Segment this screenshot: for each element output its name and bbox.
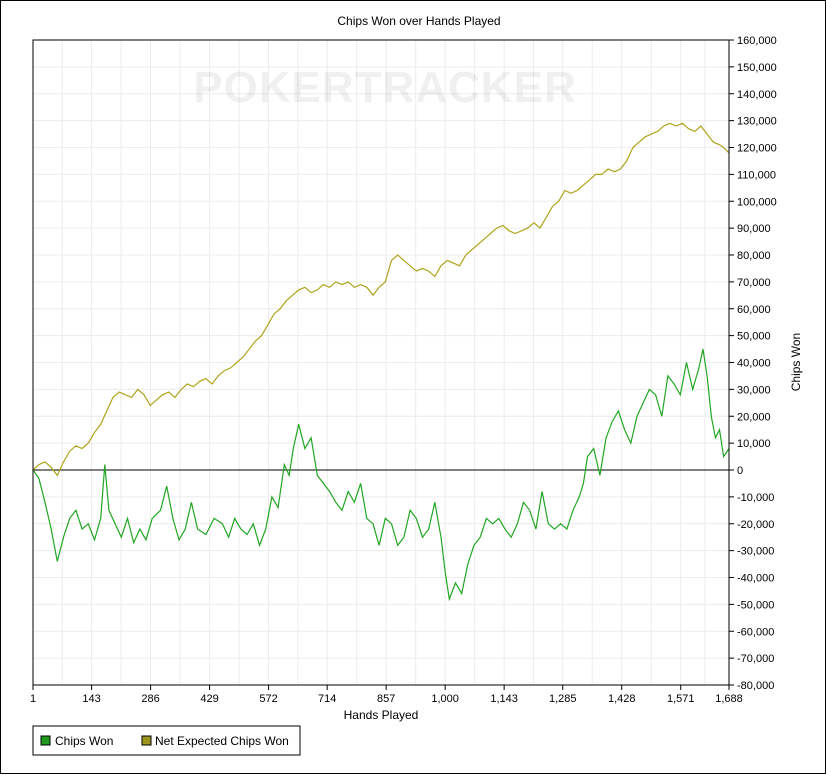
legend-swatch-chips-won	[40, 735, 51, 746]
legend-swatch-net-expected	[141, 735, 152, 746]
x-tick-label: 1,571	[667, 693, 695, 705]
x-tick-label: 1	[30, 693, 36, 705]
y-tick-label: 70,000	[737, 277, 771, 289]
y-tick-label: -10,000	[737, 492, 774, 504]
x-tick-label: 857	[377, 693, 395, 705]
y-tick-label: 100,000	[737, 196, 777, 208]
x-tick-label: 1,143	[490, 693, 518, 705]
net-expected-chips-won-line[interactable]	[32, 122, 730, 477]
y-tick-label: 20,000	[737, 411, 771, 423]
y-tick-label: -60,000	[737, 626, 774, 638]
y-axis: 160,000 150,000 140,000 130,000 120,000 110,0…	[729, 35, 777, 692]
x-tick-label: 572	[259, 693, 277, 705]
y-tick-label: 40,000	[737, 358, 771, 370]
y-tick-label: 110,000	[737, 169, 776, 181]
x-tick-label: 429	[200, 693, 218, 705]
y-tick-label: 120,000	[737, 143, 777, 155]
x-tick-label: 1,285	[549, 693, 577, 705]
y-tick-label: 0	[737, 465, 743, 477]
x-tick-label: 1,688	[715, 693, 743, 705]
legend-label-chips-won[interactable]: Chips Won	[55, 734, 113, 748]
y-tick-label: 30,000	[737, 384, 771, 396]
horizontal-grid	[33, 39, 729, 686]
y-tick-label: 160,000	[737, 35, 777, 47]
y-tick-label: -20,000	[737, 519, 774, 531]
legend-label-net-expected[interactable]: Net Expected Chips Won	[155, 734, 289, 748]
y-tick-label: 150,000	[737, 62, 777, 74]
y-tick-label: 130,000	[737, 116, 777, 128]
y-tick-label: -70,000	[737, 653, 774, 665]
y-tick-label: -50,000	[737, 599, 774, 611]
y-tick-label: -80,000	[737, 680, 774, 692]
x-tick-label: 714	[318, 693, 336, 705]
y-tick-label: 80,000	[737, 250, 771, 262]
y-tick-label: 10,000	[737, 438, 771, 450]
x-tick-label: 286	[141, 693, 159, 705]
y-tick-label: -40,000	[737, 573, 774, 585]
y-tick-label: 90,000	[737, 223, 771, 235]
y-tick-label: 140,000	[737, 89, 777, 101]
x-tick-label: 1,000	[431, 693, 459, 705]
x-tick-label: 1,428	[608, 693, 636, 705]
y-axis-title: Chips Won	[789, 333, 803, 391]
y-tick-label: 60,000	[737, 304, 771, 316]
legend-box	[32, 725, 301, 756]
plot-area: POKERTRACKER	[32, 39, 730, 686]
x-axis: 1 143 286 429 572 714 857 1,000 1,143 1,285 1,428 1…	[30, 685, 743, 705]
x-tick-label: 143	[82, 693, 100, 705]
watermark-logo: POKERTRACKER	[193, 63, 577, 112]
y-tick-label: -30,000	[737, 546, 774, 558]
chart-title: Chips Won over Hands Played	[337, 14, 500, 28]
y-tick-label: 50,000	[737, 331, 771, 343]
legend: Chips Won Net Expected Chips Won	[32, 725, 301, 756]
chips-won-line[interactable]	[32, 348, 730, 602]
x-axis-title: Hands Played	[344, 708, 419, 722]
